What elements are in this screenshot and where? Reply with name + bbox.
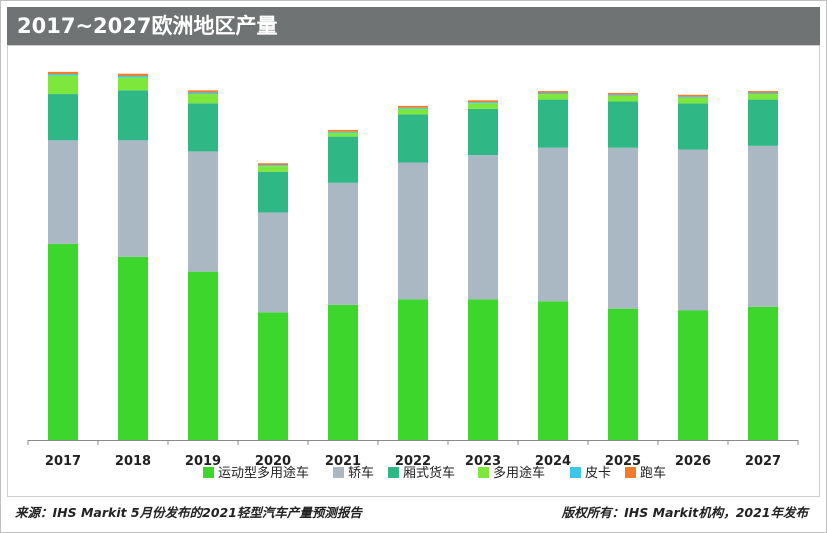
bar-segment-2026-s5 xyxy=(678,94,708,97)
bar-segment-2020-s5 xyxy=(258,163,288,166)
legend-swatch-3 xyxy=(478,467,489,478)
bar-segment-2024-s5 xyxy=(538,91,568,93)
bar-segment-2023-s1 xyxy=(468,155,498,300)
bar-segment-2024-s4 xyxy=(538,92,568,95)
bar-segment-2018-s0 xyxy=(118,256,148,440)
x-tick-label: 2021 xyxy=(325,454,361,469)
bar-segment-2017-s5 xyxy=(48,71,78,75)
bar-segment-2019-s3 xyxy=(188,94,218,104)
bar-segment-2026-s2 xyxy=(678,103,708,150)
bar-segment-2017-s3 xyxy=(48,75,78,95)
title-bar: 2017~2027欧洲地区产量 xyxy=(7,7,820,45)
bar-segment-2018-s1 xyxy=(118,140,148,257)
bar-segment-2020-s2 xyxy=(258,171,288,213)
bar-segment-2026-s3 xyxy=(678,97,708,104)
bar-segment-2026-s4 xyxy=(678,96,708,98)
bar-segment-2027-s3 xyxy=(748,94,778,100)
bar-segment-2025-s2 xyxy=(608,101,638,148)
bar-segment-2024-s0 xyxy=(538,301,568,440)
bar-segment-2021-s5 xyxy=(328,129,358,132)
bar-segment-2021-s1 xyxy=(328,182,358,305)
bar-segment-2017-s2 xyxy=(48,94,78,141)
bar-segment-2025-s4 xyxy=(608,94,638,96)
bar-segment-2021-s4 xyxy=(328,131,358,133)
bar-segment-2021-s3 xyxy=(328,132,358,137)
bar-segment-2025-s1 xyxy=(608,147,638,309)
legend-swatch-2 xyxy=(388,467,399,478)
x-tick-label: 2020 xyxy=(255,454,291,469)
source-note: 来源：IHS Markit 5月份发布的2021轻型汽车产量预测报告 xyxy=(15,505,362,520)
chart-area: 2017 2018 2019 2020 2021 2022 2023 2024 2025 2026… xyxy=(7,45,820,497)
legend-swatch-0 xyxy=(203,467,214,478)
bar-segment-2020-s4 xyxy=(258,165,288,167)
legend-label-4: 皮卡 xyxy=(585,466,611,481)
bar-segment-2017-s0 xyxy=(48,243,78,440)
bar-segment-2023-s0 xyxy=(468,299,498,440)
legend-label-5: 跑车 xyxy=(640,465,666,481)
bar-segment-2023-s4 xyxy=(468,102,498,104)
bar-segment-2020-s0 xyxy=(258,312,288,440)
legend-swatch-4 xyxy=(570,467,581,478)
bar-segment-2026-s1 xyxy=(678,149,708,311)
x-tick-label: 2019 xyxy=(185,454,221,469)
x-tick-label: 2023 xyxy=(465,454,501,469)
legend-label-0: 运动型多用途车 xyxy=(218,465,309,481)
bar-segment-2020-s3 xyxy=(258,166,288,172)
legend-swatch-5 xyxy=(625,467,636,478)
bar-segment-2019-s1 xyxy=(188,151,218,272)
legend-swatch-1 xyxy=(333,467,344,478)
bar-segment-2027-s0 xyxy=(748,306,778,440)
bar-segment-2017-s1 xyxy=(48,140,78,244)
bar-segment-2018-s4 xyxy=(118,75,148,78)
bar-segment-2027-s1 xyxy=(748,145,778,307)
bar-segment-2019-s5 xyxy=(188,90,218,93)
bar-segment-2027-s4 xyxy=(748,92,778,95)
bar-segment-2018-s3 xyxy=(118,77,148,91)
copyright-note: 版权所有：IHS Markit机构，2021年发布 xyxy=(561,505,808,520)
bar-segment-2024-s3 xyxy=(538,94,568,100)
bar-segment-2023-s3 xyxy=(468,103,498,109)
bar-segment-2024-s1 xyxy=(538,147,568,302)
bar-segment-2025-s5 xyxy=(608,92,638,95)
bar-segment-2026-s0 xyxy=(678,310,708,440)
bar-segment-2018-s5 xyxy=(118,73,148,76)
bar-segment-2022-s5 xyxy=(398,105,428,108)
x-tick-label: 2024 xyxy=(535,454,571,469)
bar-segment-2025-s3 xyxy=(608,95,638,102)
x-tick-label: 2027 xyxy=(745,454,781,469)
bar-segment-2017-s4 xyxy=(48,74,78,76)
bar-segment-2021-s0 xyxy=(328,304,358,440)
bar-segment-2022-s1 xyxy=(398,162,428,300)
stacked-bar-chart: 2017 2018 2019 2020 2021 2022 2023 2024 2025 2026… xyxy=(27,71,799,481)
bar-segment-2019-s4 xyxy=(188,92,218,95)
bar-segment-2022-s0 xyxy=(398,299,428,440)
bar-segment-2020-s1 xyxy=(258,212,288,313)
bar-segment-2023-s5 xyxy=(468,100,498,103)
bar-segment-2025-s0 xyxy=(608,308,638,440)
bar-segment-2021-s2 xyxy=(328,136,358,183)
legend-label-2: 厢式货车 xyxy=(403,465,455,481)
x-tick-label: 2017 xyxy=(45,454,81,469)
bar-segment-2023-s2 xyxy=(468,108,498,156)
x-tick-label: 2018 xyxy=(115,454,151,469)
bar-segment-2024-s2 xyxy=(538,99,568,148)
x-tick-label: 2026 xyxy=(675,454,711,469)
bar-segment-2027-s2 xyxy=(748,99,778,146)
bar-segment-2022-s2 xyxy=(398,114,428,163)
legend-label-3: 多用途车 xyxy=(493,465,545,481)
x-tick-label: 2022 xyxy=(395,454,431,469)
x-tick-label: 2025 xyxy=(605,454,641,469)
chart-title: 2017~2027欧洲地区产量 xyxy=(17,14,278,38)
bar-segment-2019-s0 xyxy=(188,271,218,440)
bar-segment-2027-s5 xyxy=(748,91,778,93)
bar-segment-2019-s2 xyxy=(188,103,218,152)
bar-segment-2022-s4 xyxy=(398,107,428,109)
bar-segment-2022-s3 xyxy=(398,108,428,115)
bar-segment-2018-s2 xyxy=(118,90,148,141)
legend-label-1: 轿车 xyxy=(348,465,374,481)
